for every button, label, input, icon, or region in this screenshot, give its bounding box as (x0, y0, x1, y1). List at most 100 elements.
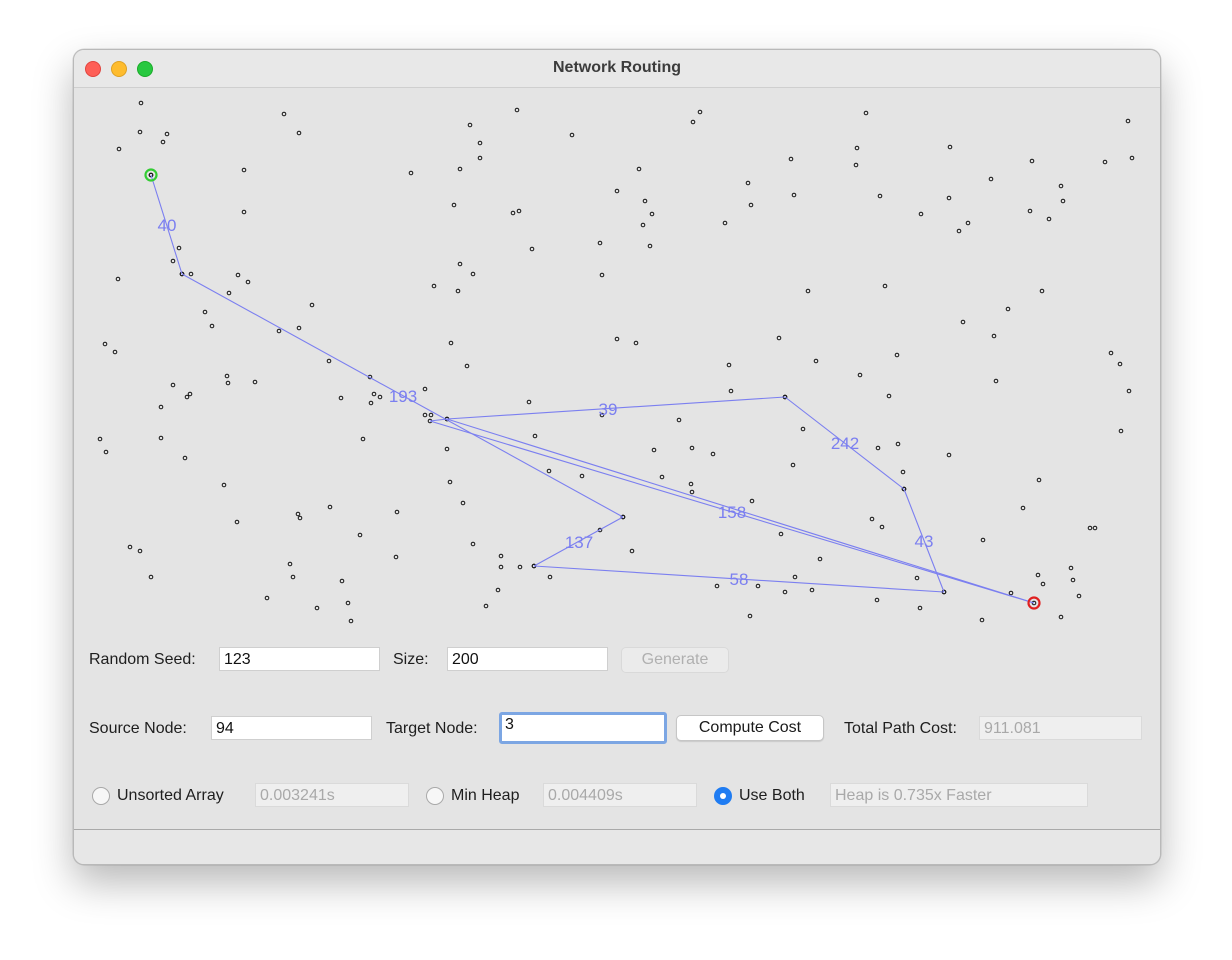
graph-node (368, 400, 374, 406)
graph-node (914, 575, 920, 581)
graph-node (188, 271, 194, 277)
graph-node (979, 617, 985, 623)
graph-node (296, 130, 302, 136)
graph-node (338, 395, 344, 401)
graph-node (993, 378, 999, 384)
edge-cost-label: 242 (831, 434, 859, 453)
graph-node (633, 340, 639, 346)
close-button[interactable] (85, 61, 101, 77)
nodes-layer (97, 100, 1135, 624)
graph-node (749, 498, 755, 504)
graph-node (1060, 198, 1066, 204)
use-both-label[interactable]: Use Both (739, 787, 805, 804)
graph-node (918, 211, 924, 217)
graph-node (327, 504, 333, 510)
graph-node (1108, 350, 1114, 356)
graph-node (235, 272, 241, 278)
use-both-radio[interactable] (714, 787, 732, 805)
graph-node (448, 340, 454, 346)
graph-node (127, 544, 133, 550)
graph-node (614, 336, 620, 342)
graph-node (863, 110, 869, 116)
graph-node (642, 198, 648, 204)
graph-node (245, 279, 251, 285)
unsorted-array-radio[interactable] (92, 787, 110, 805)
graph-node (805, 288, 811, 294)
graph-node (1102, 159, 1108, 165)
unsorted-array-time-field: 0.003241s (255, 783, 409, 807)
title-bar: Network Routing (74, 50, 1160, 88)
size-input[interactable]: 200 (447, 647, 608, 671)
graph-node (877, 193, 883, 199)
graph-node (900, 469, 906, 475)
graph-node (221, 482, 227, 488)
graph-node (659, 474, 665, 480)
graph-node (636, 166, 642, 172)
graph-node (202, 309, 208, 315)
generate-button[interactable]: Generate (621, 647, 729, 673)
edge-cost-label: 158 (718, 503, 746, 522)
speed-comparison-field: Heap is 0.735x Faster (830, 783, 1088, 807)
graph-node (748, 202, 754, 208)
edge-cost-label: 40 (158, 216, 177, 235)
graph-node (1070, 577, 1076, 583)
graph-node (483, 603, 489, 609)
graph-node (792, 574, 798, 580)
graph-node (1117, 361, 1123, 367)
graph-node (422, 386, 428, 392)
graph-node (991, 333, 997, 339)
graph-node (1008, 590, 1014, 596)
graph-node (965, 220, 971, 226)
min-heap-label[interactable]: Min Heap (451, 787, 520, 804)
graph-node (224, 373, 230, 379)
graph-node (116, 146, 122, 152)
graph-node (164, 131, 170, 137)
graph-node (597, 240, 603, 246)
graph-node (879, 524, 885, 530)
graph-node (295, 511, 301, 517)
graph-node (182, 455, 188, 461)
graph-node (547, 574, 553, 580)
graph-node (778, 531, 784, 537)
graph-node (1027, 208, 1033, 214)
graph-node (516, 208, 522, 214)
graph-node (647, 243, 653, 249)
graph-node (1035, 572, 1041, 578)
graph-node (115, 276, 121, 282)
edge-labels-layer: 40 193 137 58 43 242 39 158 (158, 216, 934, 589)
total-path-cost-field: 911.081 (979, 716, 1142, 740)
source-node-input[interactable]: 94 (211, 716, 372, 740)
graph-node (408, 170, 414, 176)
graph-canvas[interactable]: 40 193 137 58 43 242 39 158 (74, 88, 1160, 628)
graph-node (393, 554, 399, 560)
compute-cost-button[interactable]: Compute Cost (676, 715, 824, 741)
random-seed-input[interactable]: 123 (219, 647, 380, 671)
graph-node (886, 393, 892, 399)
graph-node (710, 451, 716, 457)
status-bar (74, 829, 1160, 864)
edge-cost-label: 43 (915, 532, 934, 551)
graph-node (714, 583, 720, 589)
graph-node (776, 335, 782, 341)
zoom-button[interactable] (137, 61, 153, 77)
target-node-input[interactable]: 3 (499, 712, 667, 744)
unsorted-array-label[interactable]: Unsorted Array (117, 787, 224, 804)
graph-node (853, 162, 859, 168)
graph-node (529, 246, 535, 252)
graph-node (137, 548, 143, 554)
endpoint-markers-layer (144, 168, 1041, 610)
min-heap-radio[interactable] (426, 787, 444, 805)
graph-node (1076, 593, 1082, 599)
graph-node (170, 382, 176, 388)
graph-node (160, 139, 166, 145)
graph-node (817, 556, 823, 562)
graph-node (956, 228, 962, 234)
path-edge (903, 488, 945, 593)
graph-node (1126, 388, 1132, 394)
graph-node (470, 271, 476, 277)
shortest-path-layer (150, 174, 1035, 604)
source-node-marker (144, 168, 158, 182)
minimize-button[interactable] (111, 61, 127, 77)
graph-node (498, 553, 504, 559)
graph-node (532, 433, 538, 439)
